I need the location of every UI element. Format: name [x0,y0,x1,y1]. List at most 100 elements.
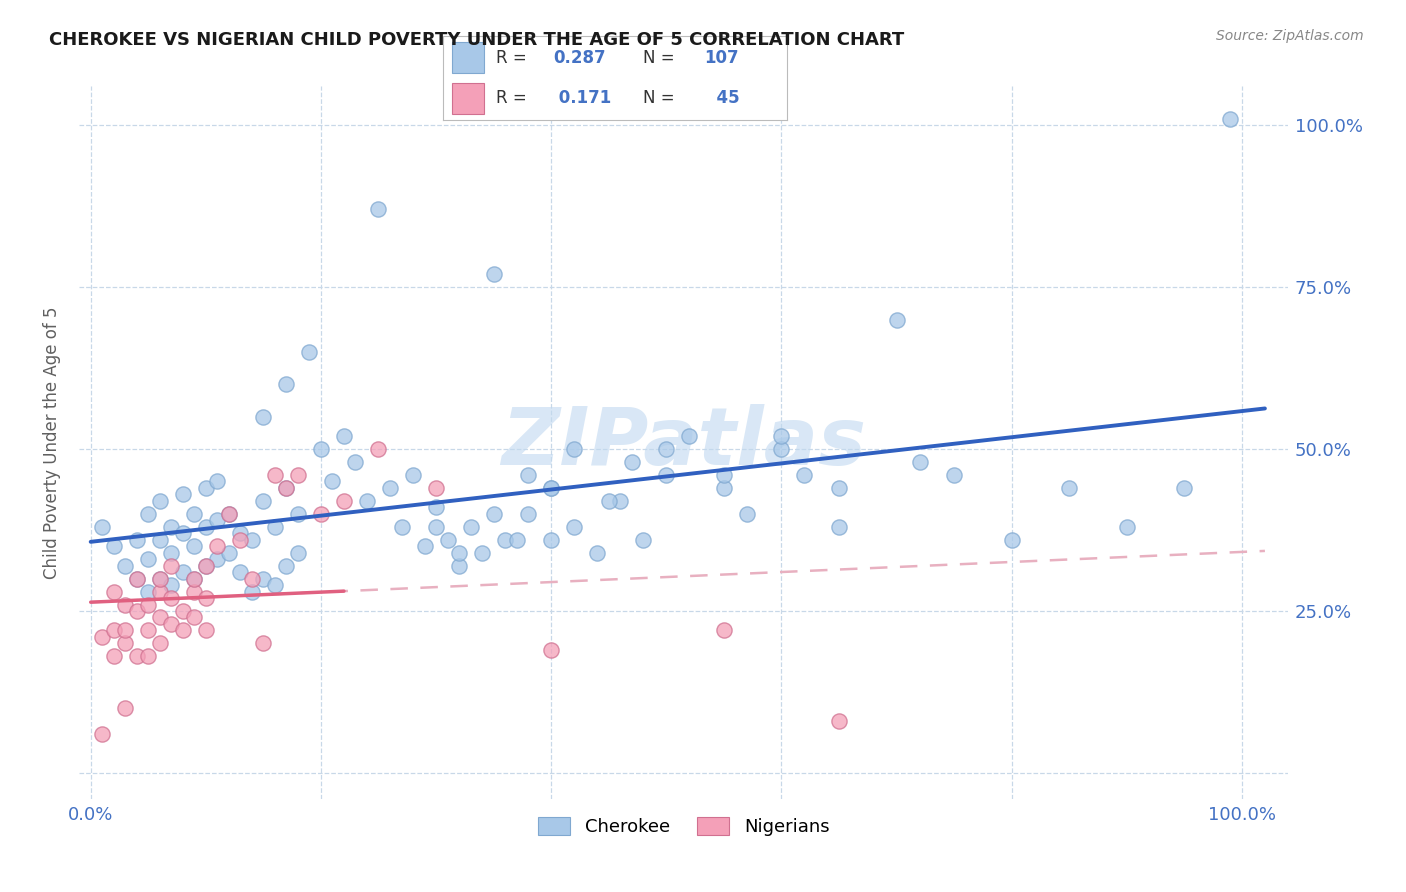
Text: R =: R = [496,49,533,67]
Point [183,572,205,586]
Point [1173,481,1195,495]
Point [160,578,183,592]
Point [172,624,194,638]
Point [391,520,413,534]
Point [252,636,274,650]
Text: R =: R = [496,89,533,107]
Point [540,481,562,495]
Point [114,624,136,638]
Point [413,539,436,553]
Point [136,507,159,521]
Point [183,507,205,521]
Point [609,494,631,508]
Point [449,558,471,573]
Point [287,546,309,560]
Point [793,467,815,482]
Point [240,584,263,599]
Point [149,584,172,599]
Point [103,539,125,553]
FancyBboxPatch shape [451,83,484,113]
Point [218,546,240,560]
Text: Source: ZipAtlas.com: Source: ZipAtlas.com [1216,29,1364,43]
Point [713,481,735,495]
Point [425,520,447,534]
Point [183,584,205,599]
Point [620,455,643,469]
Point [160,520,183,534]
Text: 45: 45 [704,89,740,107]
Point [505,533,527,547]
Point [252,572,274,586]
Point [276,481,298,495]
Point [655,442,678,456]
Point [194,558,217,573]
Point [276,558,298,573]
Point [264,578,287,592]
Point [482,267,505,281]
Point [586,546,609,560]
Point [125,604,148,618]
Point [309,507,332,521]
Point [598,494,620,508]
Point [264,520,287,534]
Point [678,429,700,443]
Point [367,442,389,456]
Point [103,624,125,638]
Point [517,467,540,482]
Point [194,481,217,495]
Point [356,494,378,508]
Point [149,572,172,586]
Point [287,507,309,521]
Point [425,481,447,495]
Text: 107: 107 [704,49,740,67]
Point [218,507,240,521]
Point [402,467,425,482]
Point [494,533,516,547]
Point [229,526,252,541]
Point [194,591,217,605]
Point [298,345,321,359]
Point [125,649,148,664]
Point [828,520,851,534]
Text: N =: N = [643,89,679,107]
Point [136,552,159,566]
Point [103,649,125,664]
Text: CHEROKEE VS NIGERIAN CHILD POVERTY UNDER THE AGE OF 5 CORRELATION CHART: CHEROKEE VS NIGERIAN CHILD POVERTY UNDER… [49,31,904,49]
Point [172,604,194,618]
Point [149,610,172,624]
Point [264,467,287,482]
Point [91,520,114,534]
FancyBboxPatch shape [451,43,484,73]
Point [229,565,252,579]
Point [540,481,562,495]
Text: 0.287: 0.287 [553,49,606,67]
Point [309,442,332,456]
Point [482,507,505,521]
Point [735,507,758,521]
Point [136,584,159,599]
Point [540,643,562,657]
Point [149,572,172,586]
Point [172,487,194,501]
Point [207,513,229,527]
Point [207,552,229,566]
Point [276,481,298,495]
Point [333,494,356,508]
Point [125,533,148,547]
Point [114,636,136,650]
Point [562,520,585,534]
Point [103,584,125,599]
Point [908,455,931,469]
Point [183,610,205,624]
Y-axis label: Child Poverty Under the Age of 5: Child Poverty Under the Age of 5 [44,306,60,579]
Point [1001,533,1024,547]
Point [367,202,389,217]
Point [114,558,136,573]
Point [828,714,851,728]
Point [218,507,240,521]
Point [655,467,678,482]
Point [770,442,793,456]
Point [194,558,217,573]
Point [194,520,217,534]
Point [160,591,183,605]
